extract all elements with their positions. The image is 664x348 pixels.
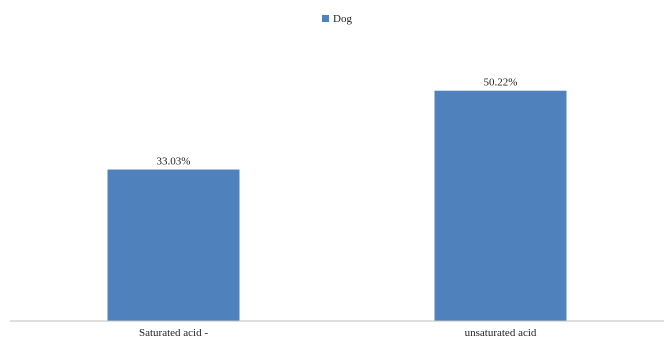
legend-swatch-dog: [322, 15, 329, 22]
bar-1: [434, 90, 567, 321]
x-tick-labels: Saturated acid - unsaturated acid: [139, 327, 537, 339]
legend-label-dog: Dog: [333, 13, 352, 25]
value-label-1: 50.22%: [484, 77, 518, 89]
legend: Dog: [322, 13, 352, 25]
value-labels: 33.03% 50.22%: [157, 77, 518, 168]
value-label-0: 33.03%: [157, 156, 191, 168]
bar-0: [107, 169, 240, 321]
x-tick-label-0: Saturated acid -: [139, 327, 208, 339]
bars: [107, 90, 567, 321]
x-tick-label-1: unsaturated acid: [465, 327, 537, 339]
